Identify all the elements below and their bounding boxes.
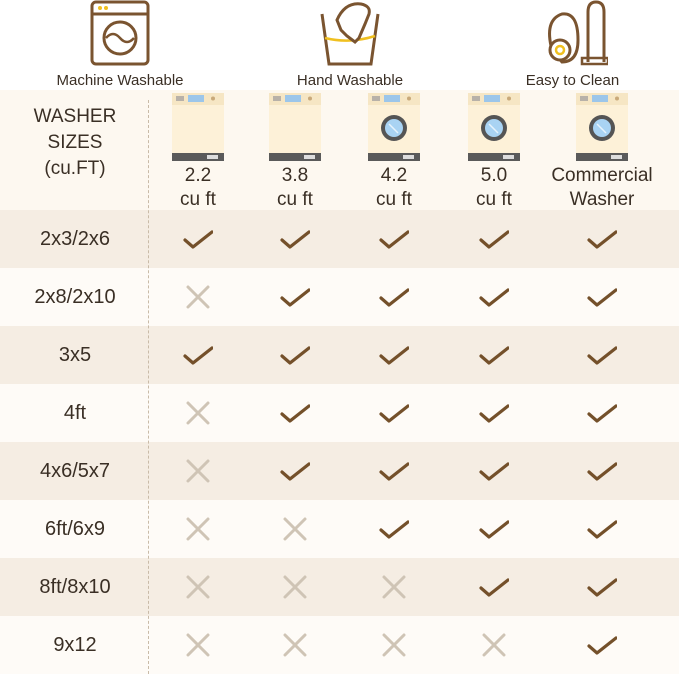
check-icon [587,514,618,544]
feature-label: Hand Washable [296,72,404,89]
check-icon [479,224,510,254]
feature-label: Easy to Clean [525,72,620,89]
cross-icon [280,514,310,544]
front-load-washer-icon [434,92,554,162]
column-label-line2: cu ft [476,189,512,210]
check-icon [183,224,214,254]
feature-easy-to-clean: Easy to Clean [500,0,645,89]
cross-icon [183,456,213,486]
cross-icon [379,572,409,602]
column-label-line1: Commercial [551,165,653,186]
cross-icon [183,514,213,544]
table-row: 3x5 [0,326,679,384]
check-icon [280,398,311,428]
vacuum-cleaner-icon [547,0,608,66]
check-icon [587,340,618,370]
size-label: 3x5 [58,344,92,366]
cross-icon [479,630,509,660]
check-icon [379,224,410,254]
column-label-line1: 4.2 [380,165,408,186]
washer-column-3: 4.2 cu ft [334,92,454,212]
size-label: 2x8/2x10 [34,286,116,308]
washer-column-1: 2.2 cu ft [138,92,258,212]
cross-icon [183,282,213,312]
check-icon [479,398,510,428]
header-line: WASHER [33,106,117,127]
check-icon [183,340,214,370]
column-divider [148,100,149,674]
check-icon [280,456,311,486]
cross-icon [379,630,409,660]
check-icon [587,398,618,428]
check-icon [379,514,410,544]
cross-icon [280,572,310,602]
feature-machine-washable: Machine Washable [40,0,200,89]
cross-icon [183,572,213,602]
table-row: 6ft/6x9 [0,500,679,558]
washer-column-2: 3.8 cu ft [235,92,355,212]
cross-icon [183,630,213,660]
column-label-line1: 2.2 [184,165,212,186]
size-label: 9x12 [53,634,97,656]
cross-icon [280,630,310,660]
size-label: 4x6/5x7 [39,460,111,482]
check-icon [587,630,618,660]
check-icon [280,340,311,370]
size-label: 4ft [63,402,87,424]
table-row: 2x8/2x10 [0,268,679,326]
table-row: 9x12 [0,616,679,674]
cross-icon [183,398,213,428]
check-icon [379,456,410,486]
check-icon [379,398,410,428]
column-label-line1: 3.8 [281,165,309,186]
check-icon [379,282,410,312]
front-load-washer-icon [334,92,454,162]
column-label-line2: cu ft [376,189,412,210]
header-line: (cu.FT) [44,158,106,179]
top-load-washer-icon [138,92,258,162]
column-label-line2: cu ft [180,189,216,210]
check-icon [587,282,618,312]
feature-label: Machine Washable [56,72,184,89]
column-label-line2: Washer [569,189,635,210]
size-label: 2x3/2x6 [39,228,111,250]
check-icon [587,456,618,486]
header-line: SIZES [47,132,103,153]
washing-machine-icon [90,0,150,66]
check-icon [280,224,311,254]
table-row: 8ft/8x10 [0,558,679,616]
check-icon [479,456,510,486]
hand-wash-icon [320,2,380,66]
table-row: 2x3/2x6 [0,210,679,268]
check-icon [479,514,510,544]
column-label-line2: cu ft [277,189,313,210]
check-icon [479,340,510,370]
check-icon [587,224,618,254]
check-icon [479,572,510,602]
check-icon [379,340,410,370]
washer-column-5: Commercial Washer [542,92,662,212]
table-header [0,90,679,210]
check-icon [479,282,510,312]
check-icon [587,572,618,602]
washer-sizes-header: WASHER SIZES (cu.FT) [0,104,150,182]
feature-hand-washable: Hand Washable [270,0,430,89]
table-row: 4x6/5x7 [0,442,679,500]
table-row: 4ft [0,384,679,442]
washer-column-4: 5.0 cu ft [434,92,554,212]
check-icon [280,282,311,312]
top-load-washer-icon [235,92,355,162]
column-label-line1: 5.0 [480,165,508,186]
size-label: 8ft/8x10 [39,576,111,598]
size-label: 6ft/6x9 [44,518,106,540]
front-load-washer-icon [542,92,662,162]
